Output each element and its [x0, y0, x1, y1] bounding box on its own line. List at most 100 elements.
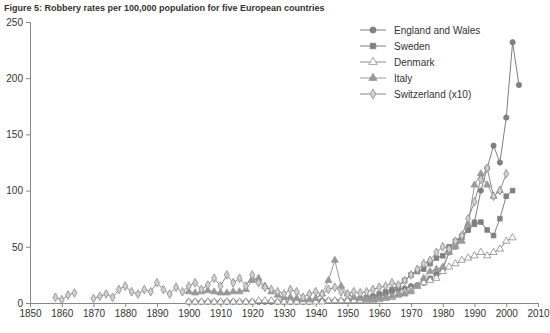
marker — [269, 285, 274, 294]
x-tick-label: 1870 — [83, 308, 106, 319]
x-tick-label: 1920 — [242, 308, 265, 319]
x-tick-label: 2010 — [527, 308, 550, 319]
x-tick: 1980 — [432, 303, 455, 319]
x-tick: 2000 — [496, 303, 519, 319]
marker — [472, 222, 477, 227]
x-tick: 1990 — [464, 303, 487, 319]
x-tick: 1970 — [400, 303, 423, 319]
x-tick-mark — [475, 303, 476, 307]
marker — [358, 289, 363, 298]
x-tick-label: 1940 — [305, 308, 328, 319]
marker — [261, 297, 268, 303]
marker — [205, 281, 210, 290]
marker — [230, 288, 237, 294]
legend-marker — [370, 89, 376, 99]
marker — [491, 192, 496, 201]
marker — [281, 290, 286, 299]
legend-marker — [370, 43, 375, 48]
marker — [218, 282, 223, 291]
series-markers — [53, 164, 509, 304]
y-tick-mark — [26, 134, 30, 135]
marker — [433, 265, 440, 271]
marker — [332, 283, 337, 292]
x-tick-mark — [411, 303, 412, 307]
y-tick-mark — [26, 247, 30, 248]
marker — [72, 289, 77, 298]
y-tick-label: 250 — [6, 17, 23, 28]
x-tick-label: 2000 — [496, 308, 519, 319]
marker — [484, 181, 491, 187]
x-tick: 1930 — [273, 303, 296, 319]
x-axis: 1850186018701880189019001910192019301940… — [19, 303, 550, 319]
marker — [485, 164, 490, 173]
legend-item: Denmark — [360, 57, 436, 68]
marker — [504, 115, 509, 120]
x-tick-mark — [506, 303, 507, 307]
marker — [256, 278, 261, 287]
marker — [223, 298, 230, 304]
x-tick-label: 1950 — [337, 308, 360, 319]
marker — [231, 278, 236, 287]
marker — [504, 194, 509, 199]
marker — [325, 276, 332, 282]
x-tick-mark — [443, 303, 444, 307]
series-line — [189, 238, 513, 302]
marker — [479, 220, 484, 225]
marker — [167, 290, 172, 299]
marker — [180, 287, 185, 296]
title: Figure 5: Robbery rates per 100,000 popu… — [4, 3, 325, 13]
y-tick: 50 — [12, 242, 30, 253]
marker — [275, 287, 280, 296]
marker — [236, 298, 243, 304]
marker — [174, 283, 179, 292]
series-markers — [186, 40, 521, 305]
y-tick: 150 — [6, 129, 30, 140]
marker — [465, 254, 472, 260]
y-tick: 100 — [6, 185, 30, 196]
marker — [491, 143, 496, 148]
marker — [401, 290, 408, 296]
marker — [242, 298, 249, 304]
x-tick-label: 1970 — [400, 308, 423, 319]
x-tick: 1870 — [83, 303, 106, 319]
marker — [230, 298, 237, 304]
marker — [110, 293, 115, 302]
x-tick: 1950 — [337, 303, 360, 319]
legend-item: Switzerland (x10) — [360, 89, 471, 100]
plot: 1850186018701880189019001910192019301940… — [6, 17, 550, 319]
x-tick: 1910 — [210, 303, 233, 319]
x-tick-label: 1880 — [115, 308, 138, 319]
marker — [434, 248, 439, 257]
x-tick-mark — [379, 303, 380, 307]
marker — [377, 283, 382, 292]
marker — [510, 188, 515, 193]
marker — [59, 295, 64, 304]
series-markers — [185, 170, 503, 302]
marker — [370, 285, 375, 294]
marker — [185, 298, 192, 304]
marker — [497, 186, 502, 195]
x-tick-label: 1890 — [146, 308, 169, 319]
marker — [478, 175, 483, 184]
x-tick: 1860 — [51, 303, 74, 319]
y-tick: 0 — [17, 298, 30, 309]
marker — [331, 297, 338, 303]
marker — [459, 231, 464, 240]
chart: Figure 5: Robbery rates per 100,000 popu… — [0, 0, 550, 333]
marker — [217, 298, 224, 304]
marker — [491, 233, 496, 238]
x-tick: 2010 — [527, 303, 550, 319]
marker — [497, 160, 502, 165]
y-tick: 200 — [6, 73, 30, 84]
marker — [199, 285, 204, 294]
marker — [154, 278, 159, 287]
marker — [97, 292, 102, 301]
marker — [307, 290, 312, 299]
marker — [313, 287, 318, 296]
marker — [466, 214, 471, 223]
y-tick-label: 200 — [6, 73, 23, 84]
series-line — [189, 42, 519, 302]
marker — [439, 263, 446, 269]
marker — [142, 285, 147, 294]
marker — [255, 297, 262, 303]
